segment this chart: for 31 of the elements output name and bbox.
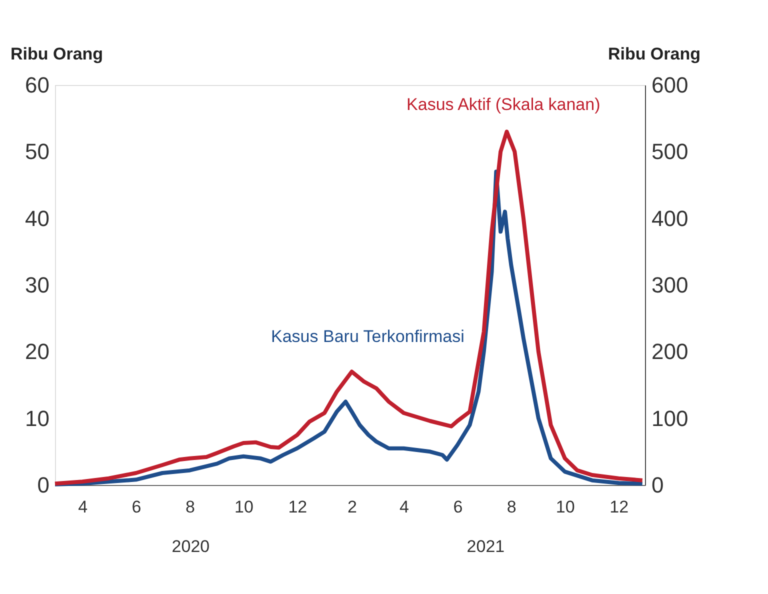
- x-tick-label: 6: [132, 498, 142, 516]
- y2-tick-label: 600: [652, 72, 688, 98]
- y-tick-label: 0: [37, 472, 50, 498]
- x-tick-label: 10: [234, 498, 254, 516]
- y2-tick-label: 500: [652, 139, 688, 164]
- series-label: Kasus Baru Terkonfirmasi: [271, 327, 464, 346]
- y-tick-label: 60: [25, 72, 50, 98]
- x-tick-label: 4: [399, 498, 409, 516]
- y-tick-label: 40: [25, 206, 50, 231]
- x-tick-label: 6: [453, 498, 463, 516]
- text: 2021: [466, 537, 505, 556]
- x-tick-label: 2: [348, 498, 357, 516]
- y-tick-label: 10: [25, 406, 50, 431]
- x-tick-label: 4: [78, 498, 88, 516]
- y-tick-label: 50: [25, 139, 50, 164]
- x-tick-label: 12: [610, 498, 629, 516]
- y2-tick-label: 100: [652, 406, 688, 431]
- y2-tick-label: 400: [652, 206, 688, 231]
- y2-axis-title: Ribu Orang: [608, 44, 700, 64]
- y2-tick-label: 300: [652, 272, 688, 298]
- text: 2020: [172, 537, 210, 556]
- x-tick-label: 8: [506, 498, 516, 516]
- y2-tick-label: 200: [652, 339, 688, 364]
- x-tick-label: 12: [288, 498, 308, 516]
- y2-tick-label: 0: [652, 472, 664, 498]
- y-axis-title: Ribu Orang: [10, 44, 104, 64]
- y-tick-label: 20: [25, 339, 50, 364]
- x-tick-label: 10: [556, 498, 575, 516]
- series-label: Kasus Aktif (Skala kanan): [406, 95, 600, 114]
- x-tick-label: 8: [185, 498, 195, 516]
- y-tick-label: 30: [25, 272, 50, 298]
